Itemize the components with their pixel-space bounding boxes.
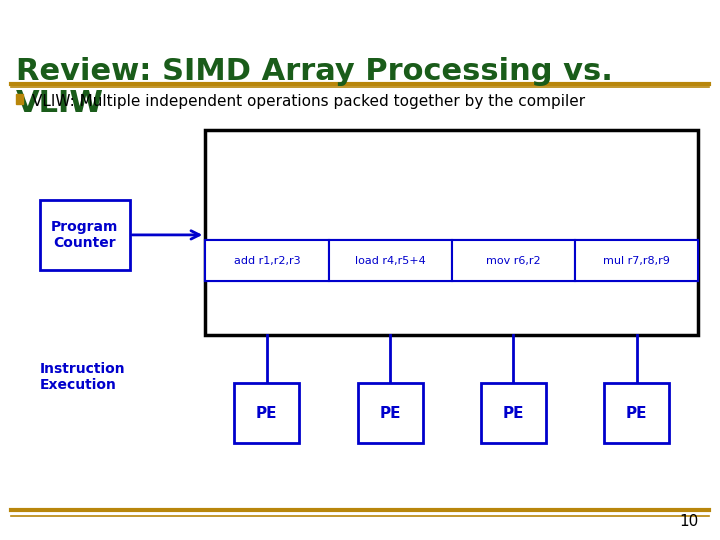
- Bar: [328, 240, 452, 281]
- Bar: [452, 240, 575, 281]
- Text: mov r6,r2: mov r6,r2: [486, 255, 541, 266]
- Text: VLIW: VLIW: [16, 89, 104, 118]
- Text: PE: PE: [379, 406, 401, 421]
- Text: Instruction
Execution: Instruction Execution: [40, 362, 125, 392]
- Bar: [575, 240, 698, 281]
- Text: Program
Counter: Program Counter: [51, 220, 118, 250]
- Text: add r1,r2,r3: add r1,r2,r3: [233, 255, 300, 266]
- Bar: [481, 383, 546, 443]
- Text: PE: PE: [626, 406, 647, 421]
- Bar: [235, 383, 300, 443]
- Bar: [205, 130, 698, 335]
- Text: 10: 10: [679, 514, 698, 529]
- Text: mul r7,r8,r9: mul r7,r8,r9: [603, 255, 670, 266]
- Text: PE: PE: [256, 406, 278, 421]
- Bar: [205, 240, 328, 281]
- Text: load r4,r5+4: load r4,r5+4: [355, 255, 426, 266]
- Text: PE: PE: [503, 406, 524, 421]
- Text: VLIW: Multiple independent operations packed together by the compiler: VLIW: Multiple independent operations pa…: [32, 94, 585, 109]
- Text: Review: SIMD Array Processing vs.: Review: SIMD Array Processing vs.: [16, 57, 613, 86]
- Bar: [16, 94, 23, 104]
- Bar: [358, 383, 423, 443]
- Bar: [205, 240, 698, 281]
- Bar: [40, 200, 130, 270]
- Bar: [604, 383, 669, 443]
